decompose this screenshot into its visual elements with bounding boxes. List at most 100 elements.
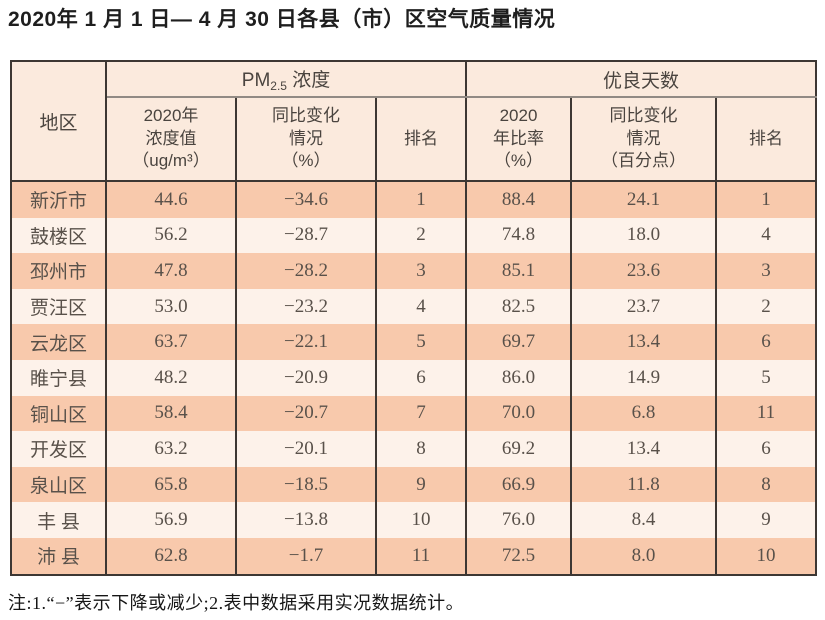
cell-ratio-change: 24.1 <box>570 181 717 218</box>
page-title: 2020年 1 月 1 日— 4 月 30 日各县（市）区空气质量情况 <box>8 8 556 31</box>
cell-ratio: 85.1 <box>465 253 572 289</box>
air-quality-table: 地区 PM2.5 浓度 优良天数 2020年 浓度值 （ug/m³） 同比变化 … <box>10 60 818 576</box>
cell-pm-change: −23.2 <box>235 288 377 325</box>
table-row: 邳州市 47.8 −28.2 3 85.1 23.6 3 <box>10 253 818 289</box>
header-group-good-days: 优良天数 <box>464 61 818 98</box>
cell-pm-change: −20.1 <box>235 431 377 467</box>
cell-pm-rank: 7 <box>375 395 467 432</box>
cell-pm-value: 53.0 <box>105 288 237 325</box>
cell-pm-rank: 5 <box>375 324 467 360</box>
cell-pm-change: −34.6 <box>235 181 377 218</box>
subheader-good-rank: 排名 <box>714 97 818 182</box>
cell-ratio-change: 14.9 <box>570 359 717 396</box>
cell-ratio-change: 13.4 <box>570 431 717 467</box>
sub-header-row: 2020年 浓度值 （ug/m³） 同比变化 情况 （%） 排名 2020 年比… <box>11 97 818 182</box>
table-row: 开发区 63.2 −20.1 8 69.2 13.4 6 <box>10 431 818 467</box>
table-row: 新沂市 44.6 −34.6 1 88.4 24.1 1 <box>10 181 818 218</box>
cell-ratio: 82.5 <box>465 288 572 325</box>
cell-pm-value: 56.9 <box>105 502 237 538</box>
cell-ratio: 72.5 <box>465 537 572 575</box>
table-row: 泉山区 65.8 −18.5 9 66.9 11.8 8 <box>10 466 818 503</box>
cell-good-rank: 10 <box>714 537 818 575</box>
cell-ratio: 69.7 <box>465 324 572 360</box>
subheader-ratio-change: 同比变化 情况 （百分点） <box>570 97 717 182</box>
cell-ratio: 76.0 <box>465 502 572 538</box>
cell-good-rank: 1 <box>714 181 818 218</box>
cell-pm-value: 48.2 <box>105 359 237 396</box>
cell-good-rank: 11 <box>714 395 818 432</box>
cell-ratio: 66.9 <box>465 466 572 503</box>
pm25-label-suffix: 浓度 <box>286 70 331 91</box>
cell-pm-change: −13.8 <box>235 502 377 538</box>
cell-ratio: 70.0 <box>465 395 572 432</box>
cell-region: 鼓楼区 <box>10 217 107 254</box>
cell-pm-value: 47.8 <box>105 253 237 289</box>
table-body: 新沂市 44.6 −34.6 1 88.4 24.1 1 鼓楼区 56.2 −2… <box>10 181 818 575</box>
table-row: 丰 县 56.9 −13.8 10 76.0 8.4 9 <box>10 502 818 538</box>
table-row: 铜山区 58.4 −20.7 7 70.0 6.8 11 <box>10 395 818 432</box>
cell-good-rank: 3 <box>714 253 818 289</box>
cell-pm-value: 63.7 <box>105 324 237 360</box>
pm25-label-subscript: 2.5 <box>270 79 287 93</box>
cell-pm-rank: 8 <box>375 431 467 467</box>
cell-ratio: 86.0 <box>465 359 572 396</box>
subheader-pm-rank: 排名 <box>375 97 467 182</box>
cell-pm-value: 56.2 <box>105 217 237 254</box>
cell-pm-rank: 10 <box>375 502 467 538</box>
cell-pm-value: 44.6 <box>105 181 237 218</box>
cell-ratio-change: 8.0 <box>570 537 717 575</box>
page: 2020年 1 月 1 日— 4 月 30 日各县（市）区空气质量情况 地区 P… <box>0 6 825 620</box>
cell-good-rank: 6 <box>714 431 818 467</box>
cell-ratio-change: 13.4 <box>570 324 717 360</box>
cell-good-rank: 9 <box>714 502 818 538</box>
cell-pm-change: −20.7 <box>235 395 377 432</box>
cell-pm-change: −22.1 <box>235 324 377 360</box>
cell-ratio-change: 23.6 <box>570 253 717 289</box>
cell-pm-rank: 6 <box>375 359 467 396</box>
cell-pm-change: −28.7 <box>235 217 377 254</box>
cell-region: 新沂市 <box>10 181 107 218</box>
cell-region: 丰 县 <box>10 502 107 538</box>
table-row: 鼓楼区 56.2 −28.7 2 74.8 18.0 4 <box>10 217 818 254</box>
subheader-pm-change: 同比变化 情况 （%） <box>235 97 377 182</box>
cell-region: 沛 县 <box>10 537 107 575</box>
cell-ratio-change: 11.8 <box>570 466 717 503</box>
cell-pm-change: −18.5 <box>235 466 377 503</box>
cell-region: 邳州市 <box>10 253 107 289</box>
pm25-label-prefix: PM <box>241 70 271 91</box>
cell-pm-value: 58.4 <box>105 395 237 432</box>
cell-good-rank: 2 <box>714 288 818 325</box>
table-row: 睢宁县 48.2 −20.9 6 86.0 14.9 5 <box>10 359 818 396</box>
cell-region: 开发区 <box>10 431 107 467</box>
table-row: 贾汪区 53.0 −23.2 4 82.5 23.7 2 <box>10 288 818 325</box>
cell-pm-rank: 9 <box>375 466 467 503</box>
cell-pm-rank: 4 <box>375 288 467 325</box>
cell-good-rank: 5 <box>714 359 818 396</box>
cell-pm-value: 65.8 <box>105 466 237 503</box>
header-region: 地区 <box>10 61 107 182</box>
header-group-pm25: PM2.5 浓度 <box>105 61 467 98</box>
cell-ratio: 88.4 <box>465 181 572 218</box>
cell-region: 云龙区 <box>10 324 107 360</box>
cell-ratio-change: 8.4 <box>570 502 717 538</box>
cell-pm-value: 63.2 <box>105 431 237 467</box>
group-header-row: 地区 PM2.5 浓度 优良天数 <box>10 61 818 182</box>
cell-region: 贾汪区 <box>10 288 107 325</box>
cell-pm-value: 62.8 <box>105 537 237 575</box>
cell-pm-rank: 11 <box>375 537 467 575</box>
cell-ratio-change: 18.0 <box>570 217 717 254</box>
cell-good-rank: 4 <box>714 217 818 254</box>
cell-pm-rank: 3 <box>375 253 467 289</box>
cell-ratio: 74.8 <box>465 217 572 254</box>
cell-region: 铜山区 <box>10 395 107 432</box>
cell-good-rank: 6 <box>714 324 818 360</box>
cell-good-rank: 8 <box>714 466 818 503</box>
footnote: 注:1.“−”表示下降或减少;2.表中数据采用实况数据统计。 <box>8 592 465 613</box>
cell-region: 睢宁县 <box>10 359 107 396</box>
cell-pm-rank: 2 <box>375 217 467 254</box>
cell-pm-rank: 1 <box>375 181 467 218</box>
table-row: 沛 县 62.8 −1.7 11 72.5 8.0 10 <box>10 537 818 575</box>
table-header: 地区 PM2.5 浓度 优良天数 2020年 浓度值 （ug/m³） 同比变化 … <box>10 61 818 182</box>
cell-ratio: 69.2 <box>465 431 572 467</box>
cell-pm-change: −20.9 <box>235 359 377 396</box>
